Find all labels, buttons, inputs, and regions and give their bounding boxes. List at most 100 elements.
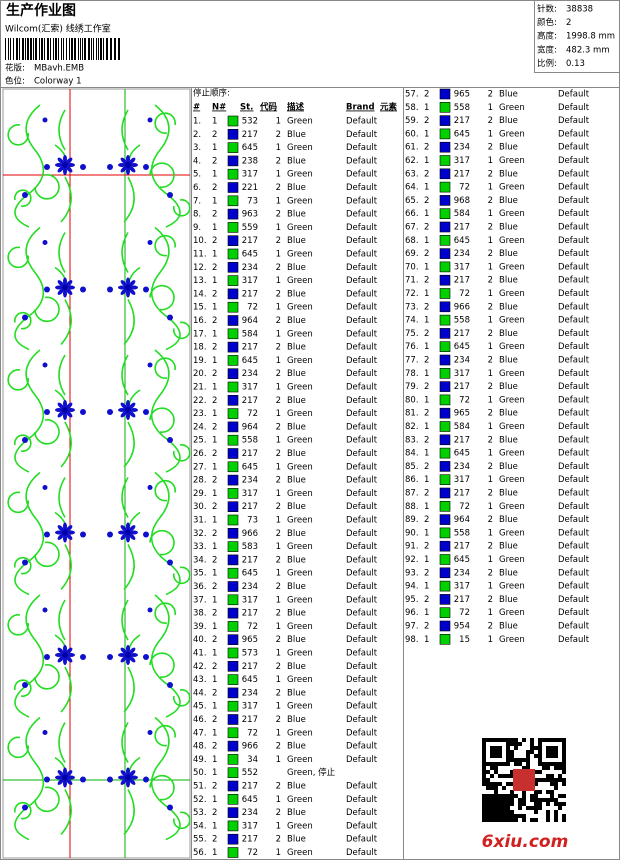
- brand: Default: [346, 156, 378, 166]
- color-swatch: [439, 487, 451, 499]
- brand: Default: [558, 316, 590, 326]
- qr-cell: [550, 782, 554, 786]
- vine: [7, 716, 68, 841]
- leaf-dot: [80, 286, 86, 293]
- leaf-dot: [22, 559, 28, 566]
- qr-cell: [554, 818, 558, 822]
- brand: Default: [558, 356, 590, 366]
- row-number: 26.: [193, 449, 207, 459]
- flower-center: [62, 407, 68, 413]
- qr-cell: [562, 766, 566, 770]
- flower-petal: [57, 533, 64, 540]
- stitches: 234: [454, 249, 470, 259]
- flower-petal: [120, 525, 127, 532]
- color-code: 2: [276, 808, 281, 818]
- needle: 2: [424, 489, 429, 499]
- color-code: 2: [488, 169, 493, 179]
- color-swatch: [227, 155, 239, 167]
- qr-cell: [546, 790, 550, 794]
- table-caption: 停止顺序:: [193, 88, 230, 99]
- color-code: 2: [276, 582, 281, 592]
- bar-stripe: [39, 38, 40, 60]
- stitches: 72: [247, 622, 258, 632]
- row-number: 18.: [193, 343, 207, 353]
- bar-stripe: [98, 38, 99, 60]
- leaf-dot: [42, 240, 48, 245]
- needle: 2: [212, 449, 217, 459]
- needle: 1: [212, 303, 217, 313]
- qr-cell: [510, 810, 514, 814]
- row-number: 39.: [193, 622, 207, 632]
- row-number: 3.: [193, 143, 201, 153]
- flower-petal: [129, 770, 136, 777]
- brand: Default: [346, 728, 378, 738]
- brand: Default: [558, 156, 590, 166]
- bar-stripe: [5, 38, 6, 60]
- color-code: 2: [276, 130, 281, 140]
- qr-cell: [486, 770, 490, 774]
- row-number: 19.: [193, 356, 207, 366]
- color-code: 2: [488, 409, 493, 419]
- color-code: 2: [276, 396, 281, 406]
- flower-petal: [120, 778, 127, 785]
- flower-petal: [126, 289, 130, 298]
- stitches: 558: [242, 436, 258, 446]
- qr-cell: [506, 746, 510, 750]
- color-code: 1: [276, 728, 281, 738]
- row-number: 50.: [193, 768, 207, 778]
- color-swatch: [227, 527, 239, 539]
- bar-stripe: [8, 38, 9, 60]
- stitches: 72: [459, 289, 470, 299]
- description: Green: [287, 436, 313, 446]
- leaf-dot: [107, 776, 113, 783]
- color-swatch: [227, 807, 239, 818]
- row-number: 35.: [193, 569, 207, 579]
- needle: 2: [424, 329, 429, 339]
- vine: [127, 716, 191, 841]
- stitches: 558: [454, 103, 470, 113]
- leaf-dot: [167, 682, 173, 688]
- flower-petal: [63, 277, 67, 286]
- row-number: 64.: [405, 183, 419, 193]
- row-number: 90.: [405, 528, 419, 538]
- color-code: 2: [276, 343, 281, 353]
- description: Blue: [287, 449, 306, 459]
- qr-cell: [554, 754, 558, 758]
- flower-petal: [57, 157, 64, 164]
- description: Green: [499, 369, 525, 379]
- needle: 2: [212, 130, 217, 140]
- description: Blue: [499, 382, 518, 392]
- description: Blue: [499, 223, 518, 233]
- stitches: 317: [454, 262, 470, 272]
- color-code: 1: [276, 595, 281, 605]
- stitches: 645: [242, 795, 258, 805]
- qr-cell: [550, 750, 554, 754]
- brand: Default: [558, 475, 590, 485]
- needle: 2: [212, 555, 217, 565]
- needle: 1: [212, 223, 217, 233]
- bar-stripe: [114, 38, 116, 60]
- description: Blue: [499, 515, 518, 525]
- brand: Default: [346, 276, 378, 286]
- needle: 2: [212, 289, 217, 299]
- color-swatch: [227, 780, 239, 792]
- column-header: 代码: [259, 102, 278, 113]
- color-swatch: [227, 727, 239, 739]
- description: Green: [287, 755, 313, 765]
- qr-cell: [482, 774, 486, 778]
- description: Blue: [499, 249, 518, 259]
- qr-cell: [538, 790, 542, 794]
- color-code: 1: [276, 702, 281, 712]
- brand: Default: [346, 409, 378, 419]
- row-number: 9.: [193, 223, 201, 233]
- leaf-dot: [80, 531, 86, 538]
- description: Green: [287, 728, 313, 738]
- description: Green: [499, 289, 525, 299]
- flower-petal: [130, 408, 138, 412]
- stitches: 234: [242, 263, 258, 273]
- color-swatch: [439, 607, 451, 619]
- flower-petal: [129, 166, 136, 173]
- needle: 1: [424, 395, 429, 405]
- flower-petal: [130, 775, 138, 780]
- qr-cell: [522, 818, 526, 822]
